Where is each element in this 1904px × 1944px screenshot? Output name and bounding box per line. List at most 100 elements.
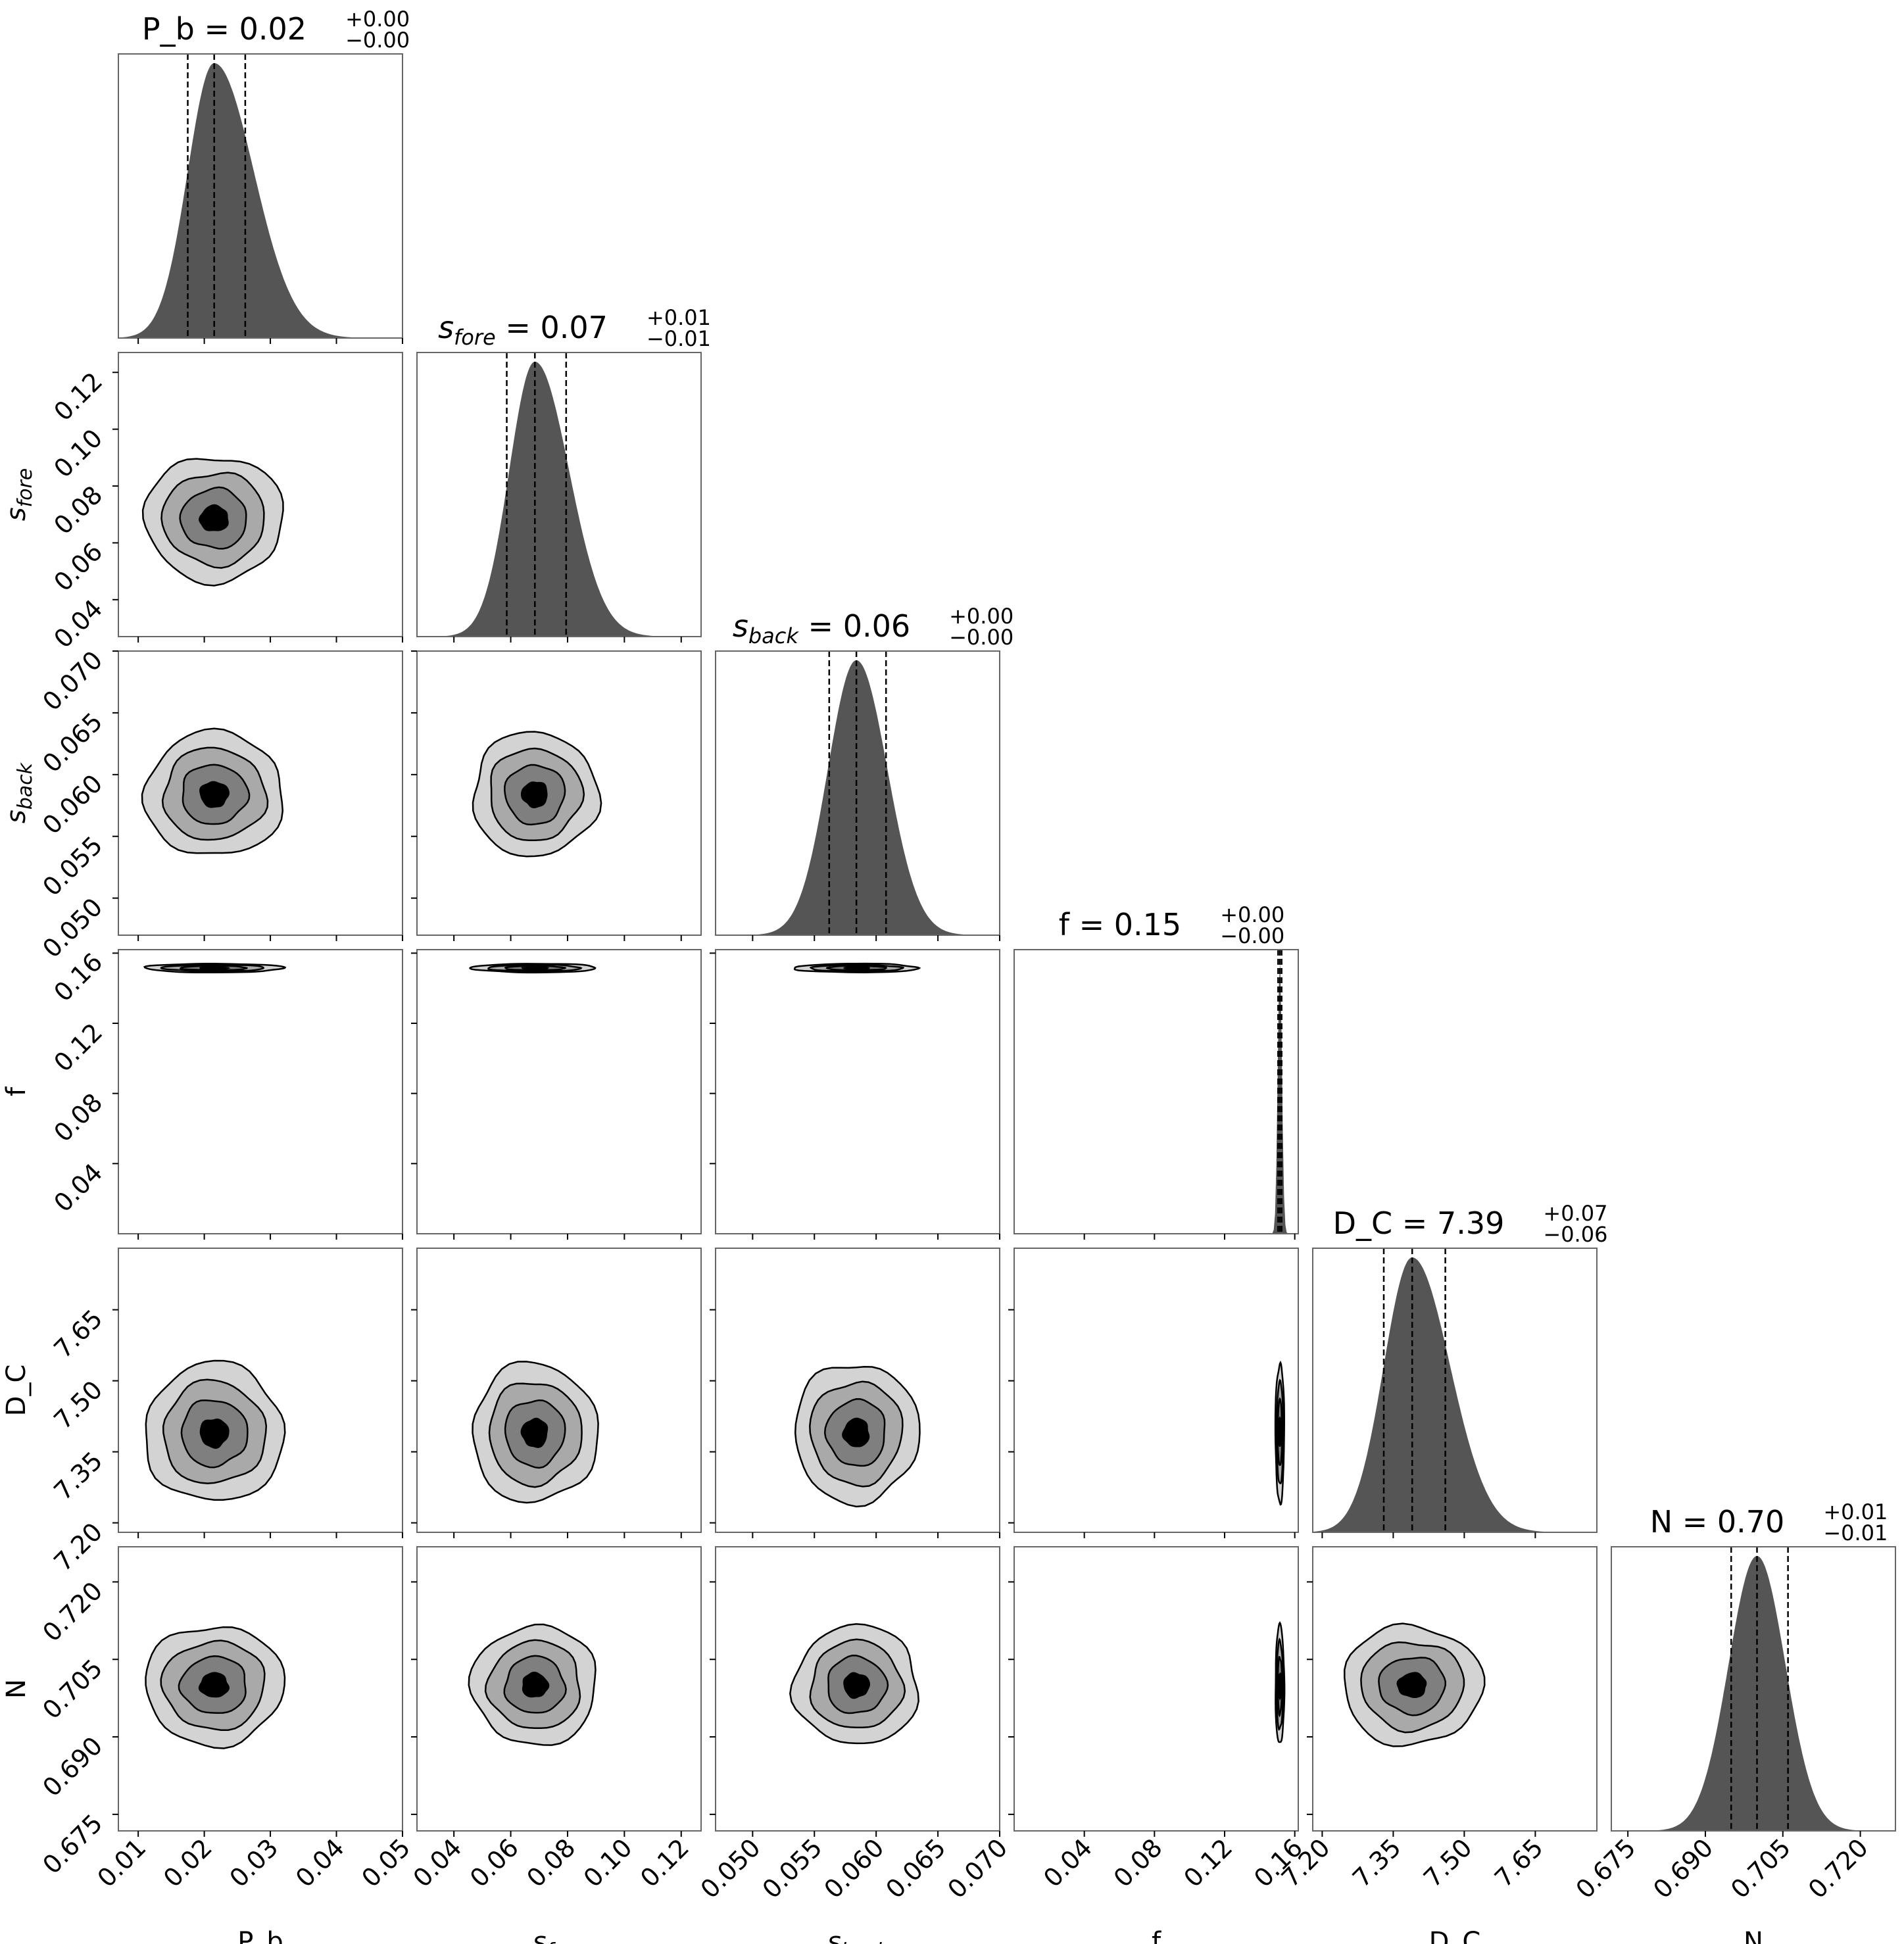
contour-panel-s_fore-N <box>416 1546 702 1832</box>
contour-level-4 <box>520 781 548 809</box>
x-axis-label-symbol: s <box>827 1927 841 1944</box>
contour-panel-s_back-D_C <box>715 1248 1000 1533</box>
title-prefix: = <box>798 608 843 644</box>
contour-level-4 <box>1278 1672 1282 1701</box>
contour-level-4 <box>521 966 550 970</box>
y-tick-label: 0.08 <box>48 480 108 540</box>
contour-panel-P_b-s_fore <box>118 352 403 637</box>
x-tick-label: 0.720 <box>1803 1833 1874 1904</box>
title-s_back: sback = 0.06 <box>733 608 910 648</box>
histogram-N <box>1611 1556 1895 1831</box>
panel-frame <box>118 352 403 637</box>
title-lower-error-s_back: −0.00 <box>949 625 1013 650</box>
y-axis-label-symbol: s <box>1 810 32 823</box>
x-axis-label-P_b: P_b <box>237 1927 283 1944</box>
title-subscript: back <box>748 623 800 648</box>
contour-level-4 <box>199 504 229 531</box>
panel-frame-D_C <box>1312 1248 1598 1533</box>
y-tick-label: 0.04 <box>48 594 108 654</box>
histogram-f <box>1014 962 1298 1234</box>
x-tick-label: 7.35 <box>1347 1833 1407 1893</box>
x-axis-label-f: f <box>1152 1927 1161 1944</box>
panel-frame <box>1312 1546 1598 1832</box>
title-prefix: = <box>496 310 541 345</box>
y-tick-label: 0.065 <box>37 707 108 778</box>
title-lower-error-N: −0.01 <box>1823 1520 1888 1545</box>
contour-level-4 <box>843 1672 871 1699</box>
panel-frame <box>416 1248 702 1533</box>
contour-panel-P_b-D_C <box>118 1248 403 1533</box>
title-value: 0.02 <box>239 11 306 47</box>
title-symbol: s <box>438 310 454 345</box>
y-axis-label-subscript: fore <box>14 468 37 508</box>
contour-panel-P_b-N <box>118 1546 403 1832</box>
x-tick-label: 0.08 <box>521 1833 581 1893</box>
y-tick-label: 0.705 <box>37 1653 108 1724</box>
title-P_b: P_b = 0.02 <box>142 11 306 47</box>
title-value: 0.06 <box>843 608 910 644</box>
contour-panel-f-N <box>1013 1546 1299 1832</box>
y-tick-label: 0.720 <box>37 1576 108 1647</box>
title-value: 0.15 <box>1114 907 1181 942</box>
panel-frame <box>715 1248 1000 1533</box>
histogram-s_fore <box>417 362 701 637</box>
y-tick-label: 0.10 <box>48 424 108 483</box>
panel-frame <box>715 949 1000 1234</box>
y-tick-label: 0.060 <box>37 769 108 840</box>
y-tick-label: 0.055 <box>37 831 108 902</box>
y-tick-label: 0.08 <box>48 1088 108 1148</box>
y-tick-label: 7.20 <box>48 1517 108 1577</box>
contour-level-4 <box>198 1672 230 1698</box>
x-tick-label: 0.10 <box>578 1833 638 1893</box>
title-lower-error-s_fore: −0.01 <box>647 326 711 351</box>
x-tick-label: 0.675 <box>1570 1833 1641 1904</box>
y-axis-s_fore: 0.040.060.080.100.12 sfore <box>1 366 118 654</box>
x-axis-label-N: N <box>1744 1927 1763 1944</box>
y-axis-label-f: f <box>1 1086 32 1096</box>
x-axis-label-s_fore: sfore <box>533 1927 586 1944</box>
x-axis-label-subscript: back <box>841 1939 889 1944</box>
panel-frame-f <box>1013 949 1299 1234</box>
panel-frame <box>1013 1248 1299 1533</box>
contour-panel-s_fore-f <box>416 949 702 1234</box>
title-lower-error-f: −0.00 <box>1220 923 1284 948</box>
histogram-s_back <box>716 660 1000 935</box>
contour-level-4 <box>1396 1672 1427 1699</box>
x-tick-label: 7.65 <box>1489 1833 1549 1893</box>
y-axis-label-D_C: D_C <box>1 1365 32 1417</box>
contour-panel-s_fore-s_back <box>416 650 702 936</box>
x-tick-label: 0.12 <box>635 1833 695 1893</box>
title-value: 0.07 <box>541 310 608 345</box>
hist-panel-s_back: sback = 0.06 +0.00−0.00 <box>715 604 1013 936</box>
title-value: 0.70 <box>1717 1504 1784 1540</box>
panel-frame <box>715 1546 1000 1832</box>
y-tick-label: 0.690 <box>37 1731 108 1802</box>
title-f: f = 0.15 <box>1059 907 1181 942</box>
contour-panel-D_C-N <box>1312 1546 1598 1832</box>
contour-panel-P_b-f <box>118 949 403 1234</box>
x-tick-label: 0.06 <box>464 1833 524 1893</box>
panel-frame <box>1013 1546 1299 1832</box>
y-axis-label-s_fore: sfore <box>1 468 37 522</box>
title-upper-error-s_fore: +0.01 <box>647 305 711 330</box>
hist-panel-s_fore: sfore = 0.07 +0.01−0.01 <box>416 305 711 637</box>
x-tick-label: 0.01 <box>92 1833 152 1893</box>
panel-frame-N <box>1611 1546 1896 1832</box>
x-tick-label: 0.04 <box>290 1833 350 1893</box>
x-tick-label: 0.05 <box>356 1833 416 1893</box>
y-tick-label: 0.12 <box>48 1017 108 1077</box>
x-tick-label: 0.03 <box>224 1833 283 1893</box>
title-upper-error-s_back: +0.00 <box>949 604 1013 629</box>
x-tick-label: 7.50 <box>1418 1833 1478 1893</box>
panel-frame <box>118 1546 403 1832</box>
x-axis-label-s_back: sback <box>827 1927 889 1944</box>
panel-frame <box>416 949 702 1234</box>
title-upper-error-N: +0.01 <box>1823 1499 1888 1524</box>
x-axis-label-D_C: D_C <box>1429 1927 1481 1944</box>
contour-level-4 <box>199 781 230 808</box>
panel-frame <box>118 949 403 1234</box>
panel-frame-P_b <box>118 53 403 339</box>
title-subscript: fore <box>454 325 496 350</box>
panel-frame <box>416 650 702 936</box>
title-upper-error-f: +0.00 <box>1220 902 1284 927</box>
